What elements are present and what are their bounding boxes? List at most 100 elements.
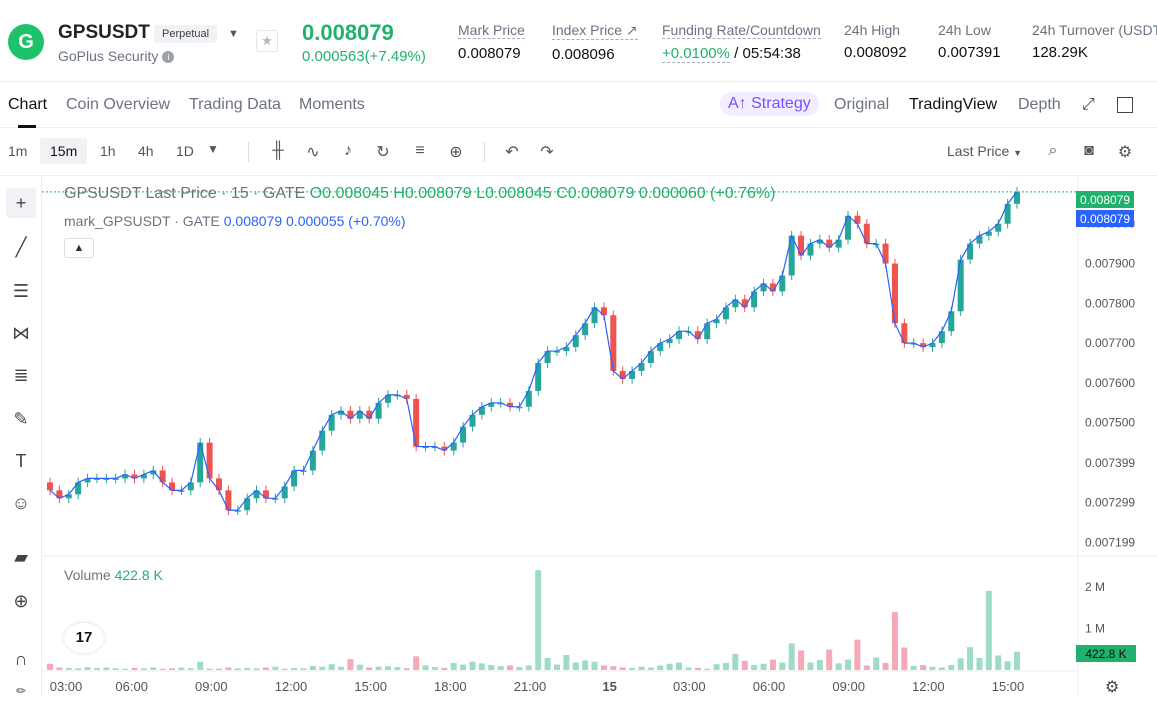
timeframe-dropdown-icon[interactable]: ▼ <box>207 142 219 156</box>
stat-value: 0.008096 <box>552 46 615 63</box>
mark-price-tag-text: 0.008079 <box>1080 212 1130 226</box>
tab-depth[interactable]: Depth <box>1018 96 1061 113</box>
camera-icon[interactable]: ◙ <box>1084 142 1094 159</box>
candle-body <box>807 243 814 256</box>
candle-body <box>422 446 429 449</box>
tab-chart[interactable]: Chart <box>8 96 48 113</box>
volume-bar <box>225 667 232 670</box>
strategy-button[interactable]: A↑ Strategy <box>720 92 819 116</box>
candle-body <box>713 319 720 324</box>
candle-body <box>413 398 420 447</box>
timeframe-1m[interactable]: 1m <box>8 143 28 159</box>
volume-bar <box>591 661 598 670</box>
candle-body <box>779 275 786 292</box>
price-tick-label: 0.007800 <box>1085 296 1135 310</box>
volume-bar <box>187 668 194 670</box>
candle-body <box>798 235 805 256</box>
text-icon[interactable]: T <box>15 450 27 471</box>
favorite-star-icon[interactable]: ★ <box>256 30 278 52</box>
zoom-in-icon[interactable]: ⊕ <box>13 590 29 611</box>
volume-bar <box>460 664 467 670</box>
tab-tradingview[interactable]: TradingView <box>909 96 998 113</box>
candle-type-icon[interactable]: ╫ <box>272 142 284 159</box>
fullscreen-icon[interactable] <box>1117 97 1133 113</box>
funding-rate-value[interactable]: +0.0100% <box>662 45 730 63</box>
ruler-icon[interactable]: ▰ <box>14 546 28 567</box>
search-icon[interactable]: ⌕ <box>1048 142 1058 159</box>
candle-body <box>563 347 570 352</box>
stat-label[interactable]: Mark Price <box>458 22 525 39</box>
timeframe-15m[interactable]: 15m <box>40 138 88 164</box>
crosshair-icon[interactable]: + <box>6 188 36 218</box>
candle-body <box>347 410 354 419</box>
candle-body <box>84 478 91 483</box>
countdown-value: / 05:54:38 <box>729 45 801 62</box>
lock-icon[interactable]: ✏ <box>15 684 27 698</box>
candle-body <box>769 283 776 292</box>
symbol-dropdown-icon[interactable]: ▼ <box>228 28 239 40</box>
pattern-icon[interactable]: ⋈ <box>12 322 30 343</box>
indicators-icon[interactable]: ∿ <box>306 144 320 161</box>
volume-bar <box>215 668 222 670</box>
volume-bar <box>826 649 833 670</box>
tab-trading-data[interactable]: Trading Data <box>189 96 281 113</box>
chevron-down-icon: ▼ <box>1013 148 1023 158</box>
last-price-tag <box>1076 191 1134 208</box>
candle-body <box>338 410 345 415</box>
fib-icon[interactable]: ≣ <box>13 364 29 385</box>
candle-body <box>375 402 382 419</box>
chart-canvas[interactable]: 0.0080000.0079000.0078000.0077000.007600… <box>42 176 1157 696</box>
volume-bar <box>197 661 204 670</box>
candle-body <box>244 498 251 511</box>
volume-bar <box>441 667 448 670</box>
tab-moments[interactable]: Moments <box>299 96 365 113</box>
add-plus-icon[interactable]: ⊕ <box>449 144 463 161</box>
tab-original[interactable]: Original <box>834 96 890 113</box>
stat-label[interactable]: Funding Rate/Countdown <box>662 22 821 39</box>
mark-legend-values: 0.008079 0.000055 (+0.70%) <box>223 213 406 229</box>
replay-icon[interactable]: ↻ <box>376 144 390 161</box>
tab-coin-overview[interactable]: Coin Overview <box>66 96 171 113</box>
price-chart[interactable]: 0.0080000.0079000.0078000.0077000.007600… <box>42 176 1157 696</box>
candle-body <box>291 470 298 487</box>
undo-icon[interactable]: ↶ <box>505 144 519 161</box>
candle-body <box>394 394 401 397</box>
volume-bar <box>1014 651 1020 670</box>
active-tab-indicator <box>18 125 36 128</box>
candle-body <box>75 482 82 495</box>
price-type-select[interactable]: Last Price ▼ <box>947 143 1022 159</box>
candle-body <box>197 442 204 483</box>
candle-body <box>262 490 269 499</box>
volume-bar <box>375 666 382 670</box>
timeframe-1h[interactable]: 1h <box>100 143 116 159</box>
info-icon[interactable]: i <box>162 51 175 64</box>
horizontal-lines-icon[interactable]: ☰ <box>12 280 30 301</box>
candle-body <box>666 339 673 344</box>
redo-icon[interactable]: ↷ <box>540 144 554 161</box>
timeframe-4h[interactable]: 4h <box>138 143 154 159</box>
volume-bar <box>676 662 683 670</box>
timeframe-1d[interactable]: 1D <box>176 143 194 159</box>
time-tick-label: 15:00 <box>992 679 1025 694</box>
expand-icon[interactable]: ⤢ <box>1082 96 1095 113</box>
collapse-legend-button[interactable]: ▲ <box>64 238 94 258</box>
tradingview-logo[interactable]: 17 <box>64 623 104 653</box>
gear-icon[interactable]: ⚙ <box>1117 144 1133 161</box>
volume-bar <box>807 662 814 670</box>
candle-body <box>788 235 795 276</box>
symbol-title[interactable]: GPSUSDT <box>58 22 150 43</box>
candle-body <box>891 263 898 324</box>
chart-settings-icon[interactable]: ⚙ <box>1105 679 1120 696</box>
volume-bar <box>741 660 748 670</box>
trend-line-icon[interactable]: ╱ <box>15 236 27 257</box>
templates-icon[interactable]: ≡ <box>415 142 425 159</box>
candle-body <box>215 478 222 491</box>
magnet-icon[interactable]: ∩ <box>14 648 28 669</box>
stat-label[interactable]: Index Price ↗ <box>552 22 638 40</box>
emoji-icon[interactable]: ☺ <box>11 492 31 513</box>
alert-bell-icon[interactable]: ♪ <box>344 142 352 159</box>
brush-icon[interactable]: ✎ <box>13 408 29 429</box>
stat-value: 128.29K <box>1032 44 1088 61</box>
time-tick-label: 06:00 <box>753 679 786 694</box>
time-tick-label: 21:00 <box>514 679 547 694</box>
